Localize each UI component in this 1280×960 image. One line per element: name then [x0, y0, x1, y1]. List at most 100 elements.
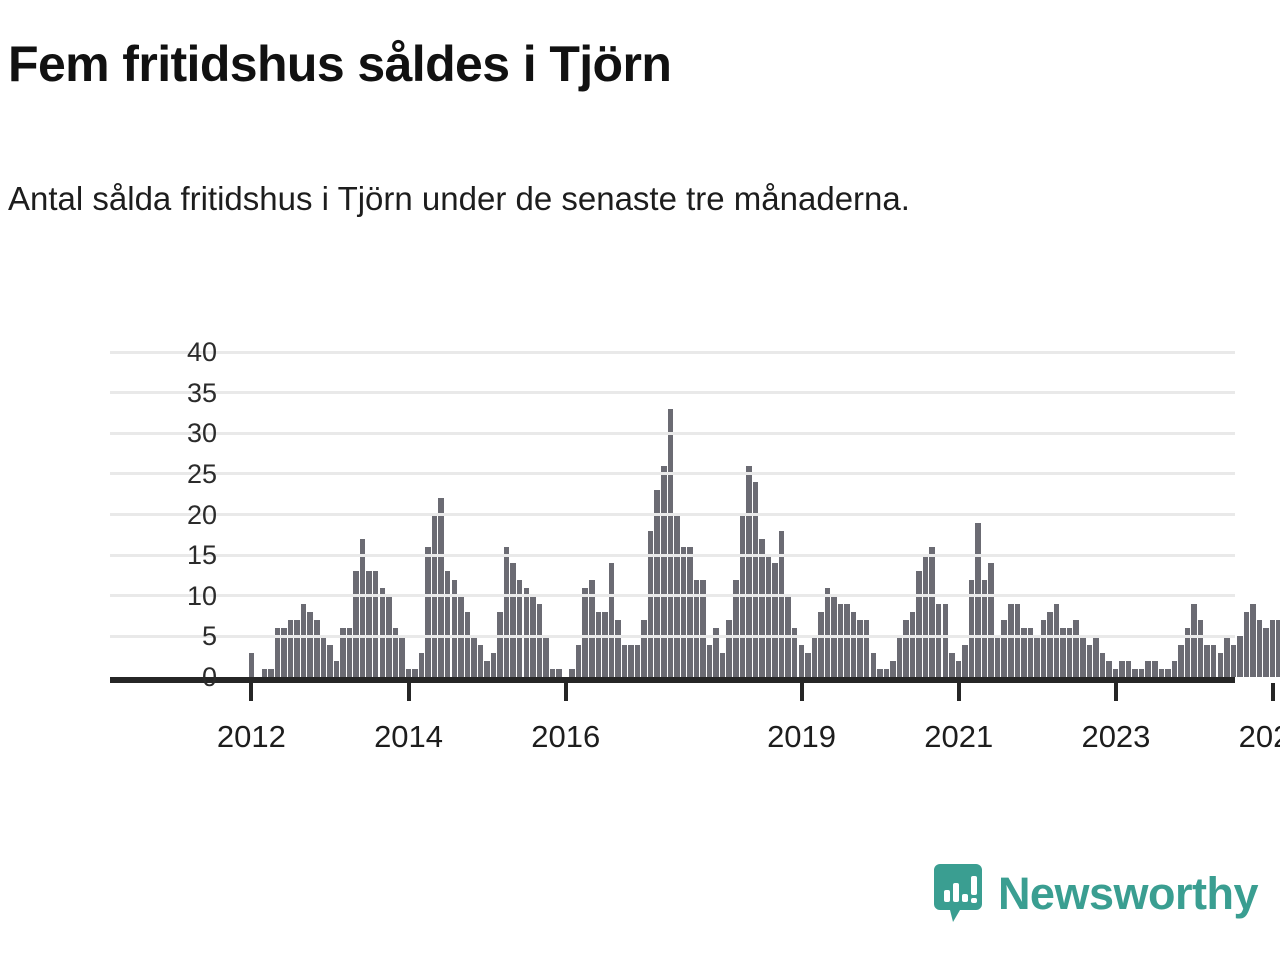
bar — [778, 530, 785, 677]
bar — [327, 644, 333, 677]
bar — [412, 668, 418, 677]
bar — [281, 628, 287, 677]
page-title: Fem fritidshus såldes i Tjörn — [8, 36, 672, 92]
bar — [634, 644, 641, 677]
bar — [1178, 644, 1184, 677]
bar-series — [170, 352, 1280, 677]
bar — [1086, 644, 1093, 677]
bar — [733, 579, 739, 677]
bar — [490, 652, 497, 677]
y-axis-tick-label: 20 — [186, 499, 217, 530]
bar — [1138, 668, 1145, 677]
bar — [1099, 652, 1106, 677]
y-axis-tick-label: 25 — [186, 458, 217, 489]
bar — [687, 547, 693, 677]
bar — [353, 571, 359, 677]
bar — [575, 644, 582, 677]
x-axis-tick — [249, 683, 254, 701]
bar — [942, 603, 949, 677]
bar — [503, 547, 510, 677]
bar — [1276, 620, 1280, 677]
bar — [595, 612, 602, 677]
bar — [798, 644, 804, 677]
bar — [654, 490, 660, 677]
bar — [693, 579, 700, 677]
bar — [1027, 628, 1034, 677]
bar — [320, 636, 327, 677]
bar — [759, 538, 765, 677]
gridline — [110, 634, 1235, 638]
bar — [294, 620, 300, 677]
bar — [935, 603, 942, 677]
bar — [1132, 668, 1138, 677]
bar — [883, 668, 890, 677]
bar — [811, 636, 818, 677]
newsworthy-bubble-chart-icon — [932, 862, 984, 924]
bar — [497, 612, 503, 677]
bar — [661, 465, 667, 677]
bar — [1073, 620, 1079, 677]
bar — [1060, 628, 1066, 677]
bar — [850, 612, 857, 677]
x-axis-tick-label: 2014 — [374, 719, 444, 754]
bar — [1269, 620, 1276, 677]
bar — [261, 668, 268, 677]
bar — [922, 555, 929, 677]
bar — [647, 530, 654, 677]
bar — [1053, 603, 1060, 677]
page-subtitle: Antal sålda fritidshus i Tjörn under de … — [8, 180, 910, 217]
x-axis-tick — [1271, 683, 1276, 701]
bar — [1014, 603, 1021, 677]
bar — [949, 652, 955, 677]
bar — [824, 587, 831, 677]
bar — [1112, 668, 1119, 677]
x-axis-tick — [956, 683, 961, 701]
bar — [536, 603, 543, 677]
bar — [1184, 628, 1191, 677]
bar — [896, 636, 903, 677]
bar — [988, 563, 994, 677]
bar — [805, 652, 811, 677]
gridline — [110, 431, 1235, 435]
bar — [516, 579, 523, 677]
bar — [857, 620, 863, 677]
bar — [713, 628, 719, 677]
bar — [569, 668, 575, 677]
y-axis-tick-label: 15 — [186, 540, 217, 571]
bar — [877, 668, 883, 677]
bar — [418, 652, 425, 677]
bar — [968, 579, 975, 677]
bar — [1021, 628, 1027, 677]
x-axis-tick — [799, 683, 804, 701]
bar — [543, 636, 549, 677]
y-axis-tick-label: 5 — [201, 621, 217, 652]
y-axis-tick-label: 0 — [201, 662, 217, 692]
gridline — [110, 594, 1235, 598]
bar — [818, 612, 824, 677]
bar — [1040, 620, 1047, 677]
bar — [464, 612, 471, 677]
gridline — [110, 350, 1235, 354]
bar — [1243, 612, 1250, 677]
bar-chart: 0 5 10 15 20 25 30 35 40 2012 2014 2016 2019 2021 2023… — [0, 330, 1280, 754]
bar — [975, 522, 981, 677]
bar — [523, 587, 530, 677]
y-axis-tick-label: 10 — [186, 580, 217, 611]
bar — [870, 652, 877, 677]
y-axis-tick-label: 40 — [186, 337, 217, 367]
bar — [346, 628, 353, 677]
brand-name: Newsworthy — [997, 867, 1259, 919]
bar — [510, 563, 516, 677]
bar — [1008, 603, 1014, 677]
bar — [752, 482, 759, 677]
bar — [366, 571, 372, 677]
bar — [700, 579, 706, 677]
bar — [248, 652, 255, 677]
bar — [1224, 636, 1230, 677]
bar — [444, 571, 451, 677]
x-axis-tick — [563, 683, 568, 701]
bar — [1119, 660, 1125, 677]
bar — [1047, 612, 1053, 677]
bar — [844, 603, 850, 677]
x-axis-tick-label: 2019 — [767, 719, 837, 754]
